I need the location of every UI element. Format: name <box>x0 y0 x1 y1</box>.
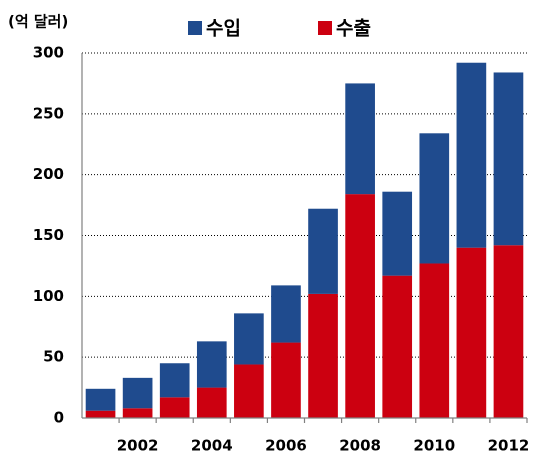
bar-segment <box>345 83 375 195</box>
bar-segment <box>234 313 264 365</box>
bar-segment <box>85 388 116 411</box>
y-tick-label: 150 <box>33 226 64 244</box>
x-tick-label: 2012 <box>488 437 530 455</box>
bar-segment <box>308 293 338 418</box>
bar-segment <box>271 285 301 343</box>
unit-label: (억 달러) <box>8 13 68 31</box>
x-tick-label: 2004 <box>191 437 233 455</box>
y-tick-label: 200 <box>33 165 64 183</box>
bar-segment <box>456 62 487 248</box>
bar-segment <box>345 194 375 418</box>
bar-segment <box>196 341 227 388</box>
legend-swatch <box>188 21 202 35</box>
y-tick-label: 50 <box>43 348 64 366</box>
bar-segment <box>271 342 301 418</box>
bar-segment <box>234 364 264 418</box>
bar-segment <box>159 363 190 398</box>
y-tick-label: 100 <box>33 287 64 305</box>
bar-segment <box>419 133 450 264</box>
x-tick-label: 2008 <box>339 437 381 455</box>
y-tick-label: 300 <box>33 44 64 62</box>
bar-segment <box>493 72 524 246</box>
x-tick-label: 2002 <box>117 437 159 455</box>
bar-segment <box>159 397 190 418</box>
bar-segment <box>122 408 153 418</box>
bar-segment <box>308 208 338 294</box>
y-tick-label: 0 <box>54 409 64 427</box>
bar-segment <box>122 377 153 409</box>
legend-swatch <box>318 21 332 35</box>
x-tick-label: 2006 <box>265 437 307 455</box>
bar-segment <box>196 387 227 418</box>
bar-segment <box>85 410 116 418</box>
legend-label: 수출 <box>336 18 371 40</box>
bar-segment <box>456 247 487 418</box>
y-tick-label: 250 <box>33 104 64 122</box>
x-tick-label: 2010 <box>413 437 455 455</box>
bar-segment <box>382 191 413 276</box>
bar-segment <box>419 263 450 418</box>
bar-segment <box>382 275 413 418</box>
bar-segment <box>493 245 524 418</box>
legend-label: 수입 <box>206 18 241 40</box>
